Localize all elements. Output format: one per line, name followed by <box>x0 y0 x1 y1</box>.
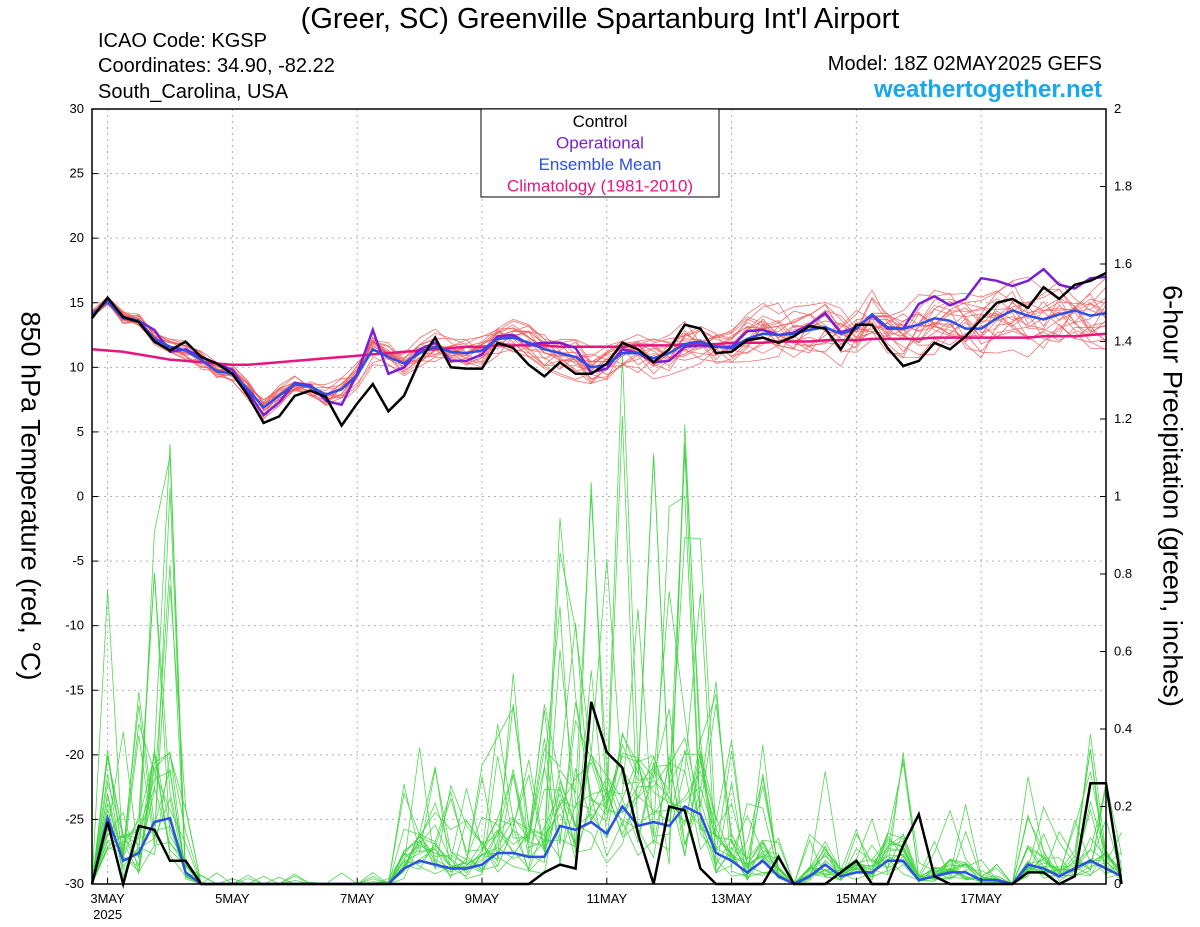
y-right-tick-label: 2 <box>1114 101 1121 116</box>
y-right-tick-label: 1.2 <box>1114 411 1132 426</box>
y-left-tick-label: 10 <box>70 359 84 374</box>
temp-member-line <box>91 297 1107 404</box>
temp-member-line <box>91 296 1107 410</box>
temp-operational-line <box>91 267 1107 417</box>
temp-member-line <box>91 298 1107 403</box>
y-left-tick-label: 5 <box>77 424 84 439</box>
y-right-tick-label: 0.4 <box>1114 721 1132 736</box>
y-right-tick-label: 1 <box>1114 489 1121 504</box>
y-left-tick-label: -30 <box>65 876 84 891</box>
y-left-tick-label: 0 <box>77 489 84 504</box>
axis-ticks: 302520151050-5-10-15-20-25-3021.81.61.41… <box>65 101 1132 922</box>
y-left-tick-label: 15 <box>70 295 84 310</box>
location-label: South_Carolina, USA <box>98 81 289 103</box>
legend: Control Operational Ensemble Mean Climat… <box>480 108 720 198</box>
x-tick-label: 7MAY <box>340 891 375 906</box>
y-left-tick-label: -25 <box>65 811 84 826</box>
y-left-tick-label: 25 <box>70 166 84 181</box>
y-right-tick-label: 1.6 <box>1114 256 1132 271</box>
model-run-label: Model: 18Z 02MAY2025 GEFS <box>827 53 1102 75</box>
y-right-tick-label: 1.4 <box>1114 334 1132 349</box>
y-left-tick-label: -10 <box>65 618 84 633</box>
plot-frame <box>91 108 1107 885</box>
temp-member-line <box>91 289 1107 404</box>
grid-lines <box>92 108 1106 885</box>
climatology-line <box>91 332 1107 367</box>
x-tick-label: 13MAY <box>711 891 753 906</box>
legend-box <box>480 108 720 198</box>
y-left-tick-label: -5 <box>72 553 84 568</box>
legend-control: Control <box>573 112 628 131</box>
y-right-tick-label: 0.8 <box>1114 566 1132 581</box>
y-right-tick-label: 0.6 <box>1114 644 1132 659</box>
temp-member-line <box>91 293 1107 412</box>
y-right-tick-label: 0 <box>1114 876 1121 891</box>
x-tick-label: 15MAY <box>836 891 878 906</box>
legend-climatology: Climatology (1981-2010) <box>507 177 693 196</box>
x-tick-label: 5MAY <box>215 891 250 906</box>
y-right-tick-label: 1.8 <box>1114 179 1132 194</box>
y-left-tick-label: -20 <box>65 747 84 762</box>
x-tick-year-label: 2025 <box>93 907 122 922</box>
x-tick-label: 3MAY <box>90 891 125 906</box>
temp-control-line <box>91 271 1107 428</box>
temp-member-line <box>91 297 1107 401</box>
legend-operational: Operational <box>556 134 644 153</box>
x-tick-label: 9MAY <box>465 891 500 906</box>
icao-code-label: ICAO Code: KGSP <box>98 30 267 52</box>
coordinates-label: Coordinates: 34.90, -82.22 <box>98 55 335 77</box>
website-link[interactable]: weathertogether.net <box>873 76 1102 103</box>
temp-members-group <box>91 276 1107 420</box>
x-tick-label: 17MAY <box>960 891 1002 906</box>
chart-title: (Greer, SC) Greenville Spartanburg Int'l… <box>300 3 900 35</box>
y-left-tick-label: 20 <box>70 230 84 245</box>
x-tick-label: 11MAY <box>586 891 627 906</box>
y-right-tick-label: 0.2 <box>1114 799 1132 814</box>
legend-ensemble-mean: Ensemble Mean <box>539 155 662 174</box>
precip-member-line <box>91 591 1122 885</box>
y-left-tick-label: -15 <box>65 682 84 697</box>
temp-ensemble-mean-line <box>91 299 1107 410</box>
temp-member-line <box>91 289 1107 420</box>
y-left-tick-label: 30 <box>70 101 84 116</box>
